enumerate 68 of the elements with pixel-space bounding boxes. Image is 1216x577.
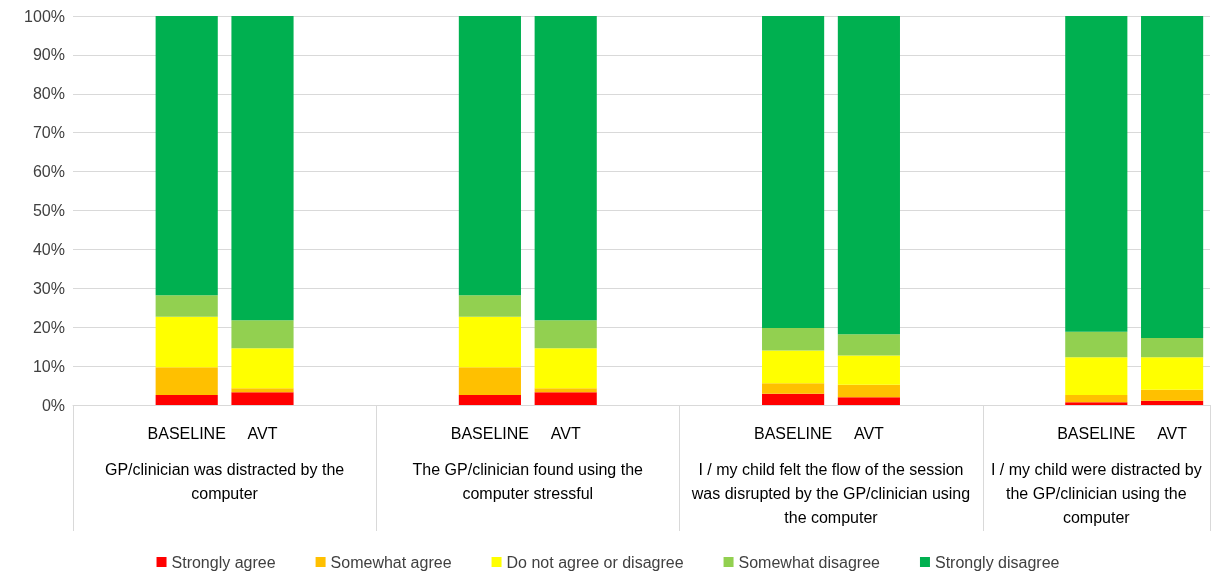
bar — [762, 16, 825, 328]
y-tick-label: 70% — [32, 124, 65, 142]
x-tick-label: BASELINE — [450, 424, 530, 442]
legend-label: Somewhat agree — [330, 553, 452, 571]
bar — [458, 16, 521, 296]
bar — [534, 320, 597, 349]
bar — [837, 384, 900, 398]
legend-label: Somewhat disagree — [738, 553, 881, 571]
bar — [155, 295, 218, 317]
bar — [762, 393, 825, 405]
bar — [231, 388, 294, 393]
bar — [534, 388, 597, 393]
x-tick-label: BASELINE — [753, 424, 833, 442]
legend-label: Strongly disagree — [934, 553, 1060, 571]
x-tick-label: AVT — [550, 424, 581, 442]
bar — [458, 316, 521, 368]
bar — [1141, 16, 1204, 339]
text: GP/clinician was distracted by the computer — [104, 460, 346, 504]
bar — [458, 394, 521, 405]
bar — [837, 397, 900, 405]
legend-label: Do not agree or disagree — [506, 553, 684, 571]
y-tick-label: 20% — [32, 318, 65, 336]
bar — [231, 320, 294, 349]
bar — [458, 295, 521, 317]
bar — [837, 355, 900, 385]
bar — [155, 16, 218, 296]
bar — [155, 394, 218, 405]
bar — [837, 334, 900, 356]
bar — [534, 16, 597, 321]
bar — [1065, 357, 1128, 395]
bar — [155, 316, 218, 368]
bar — [837, 16, 900, 335]
bar — [762, 350, 825, 384]
text: I / my child were distracted by the GP/clinician using the computer — [989, 460, 1203, 528]
x-tick-label: BASELINE — [1057, 424, 1136, 442]
y-tick-label: 30% — [32, 279, 65, 297]
bar — [1141, 338, 1204, 358]
x-tick-label: BASELINE — [147, 424, 226, 442]
bar — [231, 392, 294, 405]
y-tick-label: 60% — [32, 163, 65, 181]
bar — [1065, 331, 1128, 358]
y-tick-label: 40% — [32, 240, 65, 258]
bar — [1065, 402, 1128, 405]
bar — [155, 367, 218, 395]
y-tick-label: 90% — [32, 46, 65, 64]
bar — [534, 392, 597, 405]
bar — [1141, 389, 1204, 401]
x-tick-label: AVT — [247, 424, 278, 442]
bar — [762, 327, 825, 351]
bar — [1141, 357, 1204, 390]
bar — [1065, 16, 1128, 332]
x-tick-label: AVT — [1157, 424, 1188, 442]
text: The GP/clinician found using the computer stressful — [411, 460, 644, 504]
y-tick-label: 100% — [24, 7, 65, 25]
y-tick-label: 50% — [32, 202, 65, 219]
y-tick-label: 0% — [41, 396, 65, 414]
bar — [1065, 394, 1128, 403]
bar — [1141, 400, 1204, 405]
bar — [762, 383, 825, 394]
text: I / my child felt the flow of the session was disrupted by the GP/clinician using the computer — [690, 460, 972, 528]
y-tick-label: 80% — [32, 85, 65, 103]
x-tick-label: AVT — [853, 424, 885, 442]
legend-label: Strongly agree — [171, 553, 276, 571]
bar — [231, 348, 294, 389]
bar — [534, 348, 597, 389]
y-tick-label: 10% — [32, 357, 65, 375]
bar — [231, 16, 294, 321]
bar — [458, 367, 521, 395]
